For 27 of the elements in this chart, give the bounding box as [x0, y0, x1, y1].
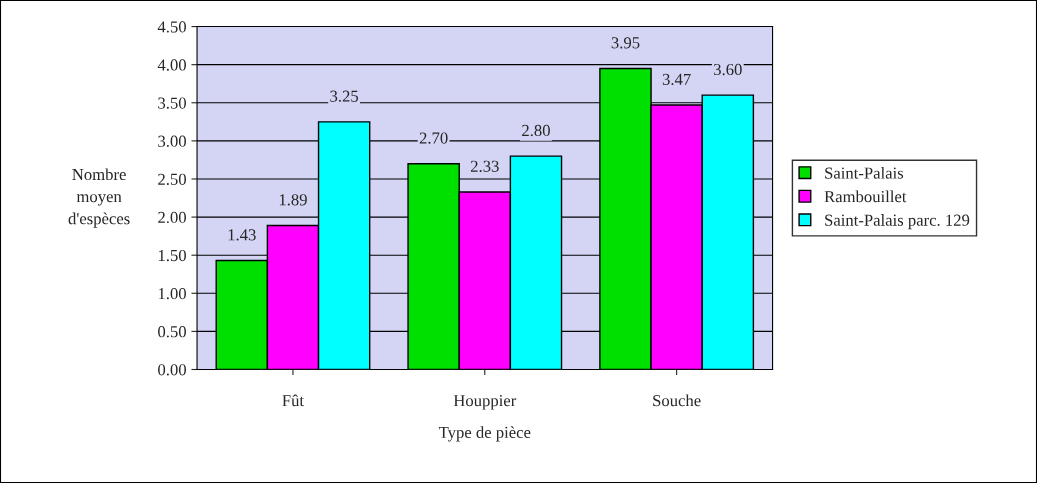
data-label: 2.70 [419, 132, 448, 144]
y-tick-label: 3.50 [158, 97, 186, 109]
data-label: 3.47 [662, 73, 691, 86]
y-tick-label: 0.00 [158, 364, 186, 376]
data-label: 3.25 [330, 90, 359, 102]
y-tick-label: 3.00 [158, 135, 186, 147]
y-tick-label: 4.00 [157, 59, 186, 71]
x-tick-label: Houppier [453, 395, 517, 410]
y-tick-label: 2.50 [158, 173, 186, 185]
x-tick-label: Souche [653, 394, 701, 407]
data-label: 3.95 [611, 37, 640, 49]
x-tick-label: Fût [282, 394, 304, 407]
legend-label: Saint-Palais [825, 166, 904, 179]
y-tick-label: 1.00 [158, 287, 186, 300]
y-axis-title: Nombre moyen d'espèces [68, 168, 130, 228]
y-tick-label: 2.00 [158, 211, 186, 224]
data-label: 2.33 [470, 160, 499, 172]
x-axis-title: Type de pièce [438, 426, 531, 442]
legend-label: Rambouillet [824, 190, 907, 203]
data-label: 3.60 [714, 63, 742, 76]
data-label: 1.89 [279, 194, 307, 206]
y-tick-label: 0.50 [158, 326, 186, 338]
legend-label: Saint-Palais parc. 129 [825, 214, 970, 230]
data-label: 2.80 [522, 124, 550, 137]
y-tick-label: 1.50 [158, 249, 186, 262]
y-tick-label: 4.50 [157, 21, 186, 33]
data-label: 1.43 [228, 229, 256, 241]
